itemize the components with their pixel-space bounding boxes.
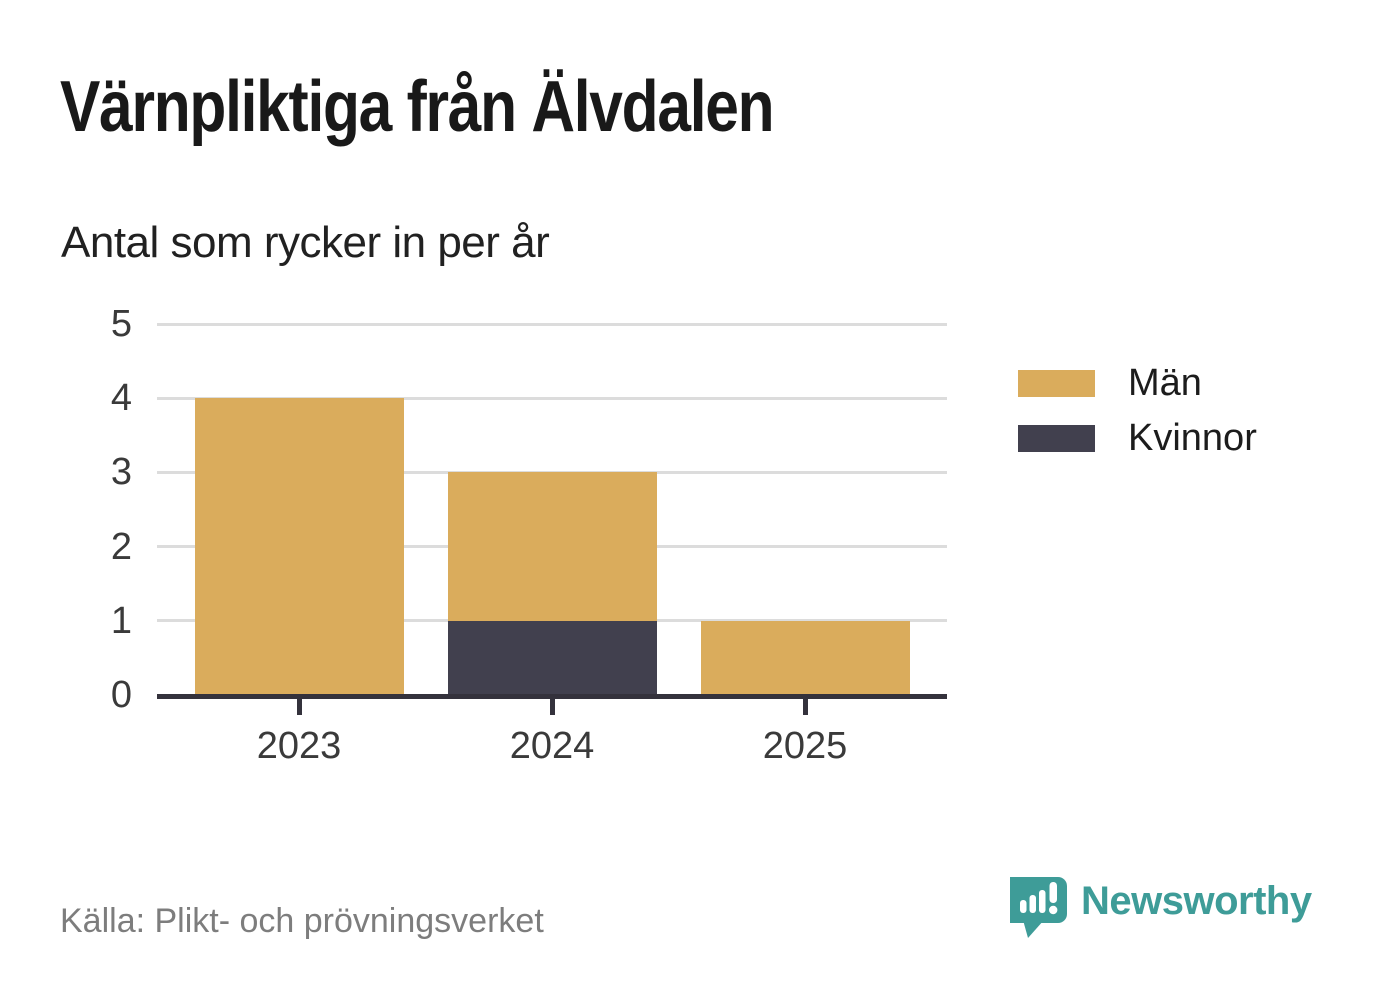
- bar-2025-män: [700, 620, 910, 695]
- x-axis-line: [157, 694, 947, 699]
- bar-2024-kvinnor: [447, 620, 657, 695]
- x-tick-2025: [802, 699, 808, 715]
- y-tick-label-3: 3: [110, 451, 132, 494]
- legend-label-män: Män: [1128, 362, 1202, 404]
- chart-subtitle: Antal som rycker in per år: [61, 218, 550, 267]
- legend-swatch-män: [1018, 369, 1095, 397]
- y-tick-label-0: 0: [110, 674, 132, 716]
- legend-swatch-kvinnor: [1018, 424, 1095, 452]
- brand-lockup: Newsworthy: [1010, 876, 1312, 940]
- legend-item-män: Män: [1018, 361, 1257, 405]
- y-tick-label-2: 2: [110, 525, 132, 568]
- y-tick-label-5: 5: [110, 303, 132, 345]
- x-tick-2024: [549, 699, 555, 715]
- brand-name: Newsworthy: [1081, 879, 1312, 923]
- bar-2023-män: [194, 398, 404, 695]
- x-tick-label-2023: 2023: [256, 725, 342, 767]
- chart-title: Värnpliktiga från Älvdalen: [60, 67, 775, 147]
- x-tick-2023: [296, 699, 302, 715]
- chart-plot-area: [157, 322, 947, 695]
- y-tick-label-4: 4: [110, 377, 132, 420]
- bar-chart-speech-bubble-icon: [1010, 877, 1067, 938]
- y-tick-label-1: 1: [110, 599, 132, 642]
- legend-label-kvinnor: Kvinnor: [1128, 417, 1257, 459]
- gridline-y-5: [157, 322, 947, 326]
- legend-item-kvinnor: Kvinnor: [1018, 416, 1257, 460]
- bar-2024-män: [447, 472, 657, 621]
- x-tick-label-2025: 2025: [762, 725, 848, 767]
- gridline-y-4: [157, 396, 947, 400]
- x-tick-label-2024: 2024: [509, 725, 595, 767]
- source-caption: Källa: Plikt- och prövningsverket: [60, 902, 544, 940]
- chart-legend: Män Kvinnor: [1018, 361, 1257, 460]
